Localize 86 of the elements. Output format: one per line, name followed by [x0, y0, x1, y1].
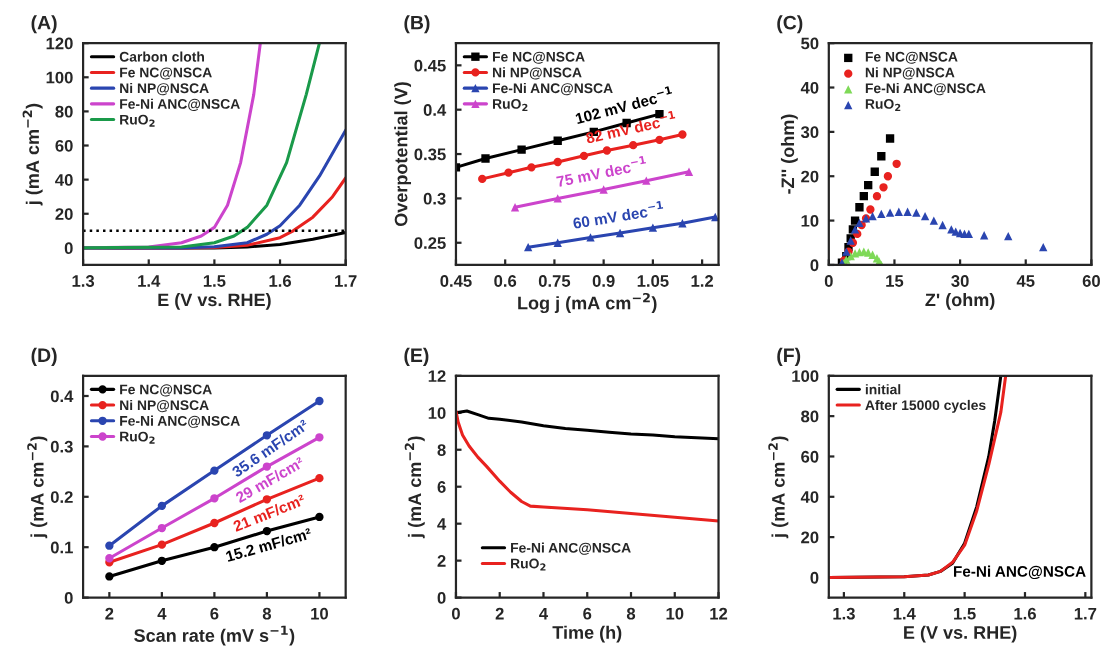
x-tick-label: 1.6 — [269, 275, 292, 287]
y-tick-label: 2 — [437, 555, 446, 567]
y-tick-label: 20 — [801, 531, 819, 544]
y-tick-label: 30 — [800, 126, 819, 139]
y-tick-label: 10 — [428, 407, 446, 419]
x-tick-label: 6 — [210, 607, 219, 620]
x-tick-label: 1.05 — [637, 275, 669, 287]
y-tick-label: 40 — [55, 174, 73, 186]
y-axis-title: Overpotential (V) — [394, 82, 412, 227]
x-tick-label: 1.5 — [203, 275, 226, 287]
y-tick-label: 0.25 — [414, 237, 446, 249]
x-tick-label: 2 — [105, 607, 114, 620]
y-tick-label: 0.4 — [423, 104, 447, 116]
x-tick-label: 6 — [583, 607, 592, 620]
x-tick-label: 1.7 — [1074, 607, 1097, 620]
y-tick-label: 8 — [437, 444, 446, 456]
y-axis-title: j (mA cm$^{−2}$) — [404, 436, 425, 539]
y-tick-label: 60 — [55, 139, 73, 152]
chart-title: (F) — [777, 347, 801, 366]
y-axis-title: j (mA cm$^{−2}$) — [27, 436, 48, 539]
y-tick-label: 4 — [437, 518, 447, 530]
chart-title: (D) — [31, 347, 57, 366]
x-tick-label: 1.7 — [335, 275, 357, 287]
chart-title: (E) — [404, 347, 429, 366]
x-tick-label: 10 — [666, 607, 684, 620]
y-tick-label: 0.4 — [50, 390, 74, 403]
x-axis-title: E (V vs. RHE) — [158, 292, 271, 310]
x-tick-label: 4 — [157, 607, 167, 620]
x-tick-label: 1.2 — [691, 275, 714, 287]
y-tick-label: 10 — [801, 214, 819, 227]
x-tick-label: 15 — [886, 275, 904, 287]
y-tick-label: 0 — [810, 571, 819, 584]
y-tick-label: 40 — [800, 81, 819, 94]
y-tick-label: 0 — [64, 592, 73, 604]
x-tick-label: 1.6 — [1014, 607, 1036, 620]
y-tick-label: 120 — [46, 37, 73, 50]
y-tick-label: 100 — [46, 71, 73, 84]
x-tick-label: 0.9 — [592, 275, 615, 287]
y-tick-label: 20 — [801, 170, 819, 183]
y-tick-label: 0.2 — [50, 491, 73, 503]
chart-title: (B) — [404, 15, 430, 34]
x-tick-label: 1.3 — [72, 275, 95, 287]
y-tick-label: 0.35 — [414, 148, 446, 161]
x-tick-label: 45 — [1016, 275, 1035, 287]
y-tick-label: 80 — [801, 410, 819, 423]
x-axis-title: E (V vs. RHE) — [904, 625, 1017, 643]
y-tick-label: 50 — [801, 37, 819, 50]
y-tick-label: 0 — [437, 592, 446, 604]
x-tick-label: 1.4 — [138, 275, 161, 287]
y-axis-title: -Z'' (ohm) — [780, 114, 798, 194]
y-tick-label: 0.3 — [50, 440, 73, 453]
x-tick-label: 1.3 — [833, 607, 855, 620]
x-tick-label: 8 — [262, 607, 272, 620]
x-axis-title: Z' (ohm) — [925, 292, 995, 310]
x-tick-label: 30 — [951, 275, 969, 287]
y-tick-label: 6 — [437, 481, 446, 493]
y-axis-title: j (mA cm$^{−2}$) — [22, 103, 43, 206]
x-tick-label: 0 — [451, 607, 460, 620]
x-tick-label: 8 — [626, 607, 636, 620]
x-tick-label: 2 — [495, 607, 504, 620]
y-tick-label: 40 — [800, 491, 819, 503]
y-tick-label: 80 — [55, 105, 73, 118]
y-tick-label: 12 — [428, 370, 446, 382]
y-tick-label: 0 — [64, 242, 73, 255]
y-axis-title: j (mA cm$^{−2}$) — [768, 436, 789, 539]
y-tick-label: 0.45 — [414, 59, 446, 72]
x-tick-label: 10 — [311, 607, 328, 620]
y-tick-label: 0 — [810, 259, 819, 272]
x-axis-title: Time (h) — [552, 625, 622, 643]
y-tick-label: 20 — [55, 208, 73, 220]
x-tick-label: 4 — [539, 607, 549, 620]
x-tick-label: 0 — [824, 275, 833, 287]
y-tick-label: 0.1 — [50, 541, 73, 554]
x-axis-title: Scan rate (mV s$^{−1}$) — [134, 625, 295, 646]
chart-title: (C) — [777, 15, 803, 34]
x-tick-label: 1.4 — [893, 607, 916, 620]
x-tick-label: 60 — [1082, 275, 1100, 287]
x-axis-title: Log j (mA cm$^{−2}$) — [518, 292, 657, 314]
x-tick-label: 0.75 — [538, 275, 571, 287]
y-tick-label: 100 — [792, 370, 819, 383]
x-tick-label: 0.6 — [494, 275, 517, 287]
x-tick-label: 12 — [710, 607, 728, 620]
y-tick-label: 0.3 — [423, 192, 446, 205]
chart-title: (A) — [31, 15, 57, 34]
x-tick-label: 1.5 — [954, 607, 976, 620]
y-tick-label: 60 — [801, 450, 819, 463]
